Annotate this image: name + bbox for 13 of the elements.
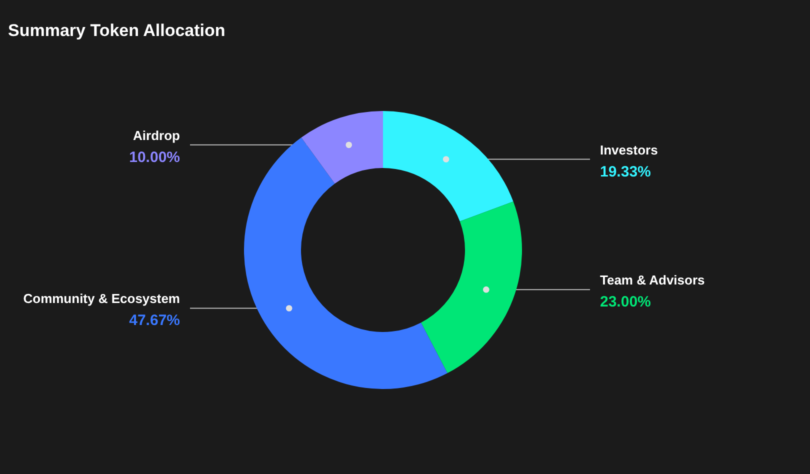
donut-slice [421,202,522,374]
donut-slice [244,138,448,389]
data-label: 19.33% [600,163,651,180]
slice-label: Airdrop [133,128,180,143]
data-label: 10.00% [129,148,180,166]
donut-slice [383,111,514,222]
chart-title: Summary Token Allocation [8,21,226,40]
donut-slice [301,111,383,184]
slice-label: Community & Ecosystem [23,291,180,306]
data-label: 23.00% [600,294,651,311]
data-label: 47.67% [129,312,180,330]
slice-label: Team & Advisors [600,272,705,288]
slice-label: Investors [600,142,658,158]
